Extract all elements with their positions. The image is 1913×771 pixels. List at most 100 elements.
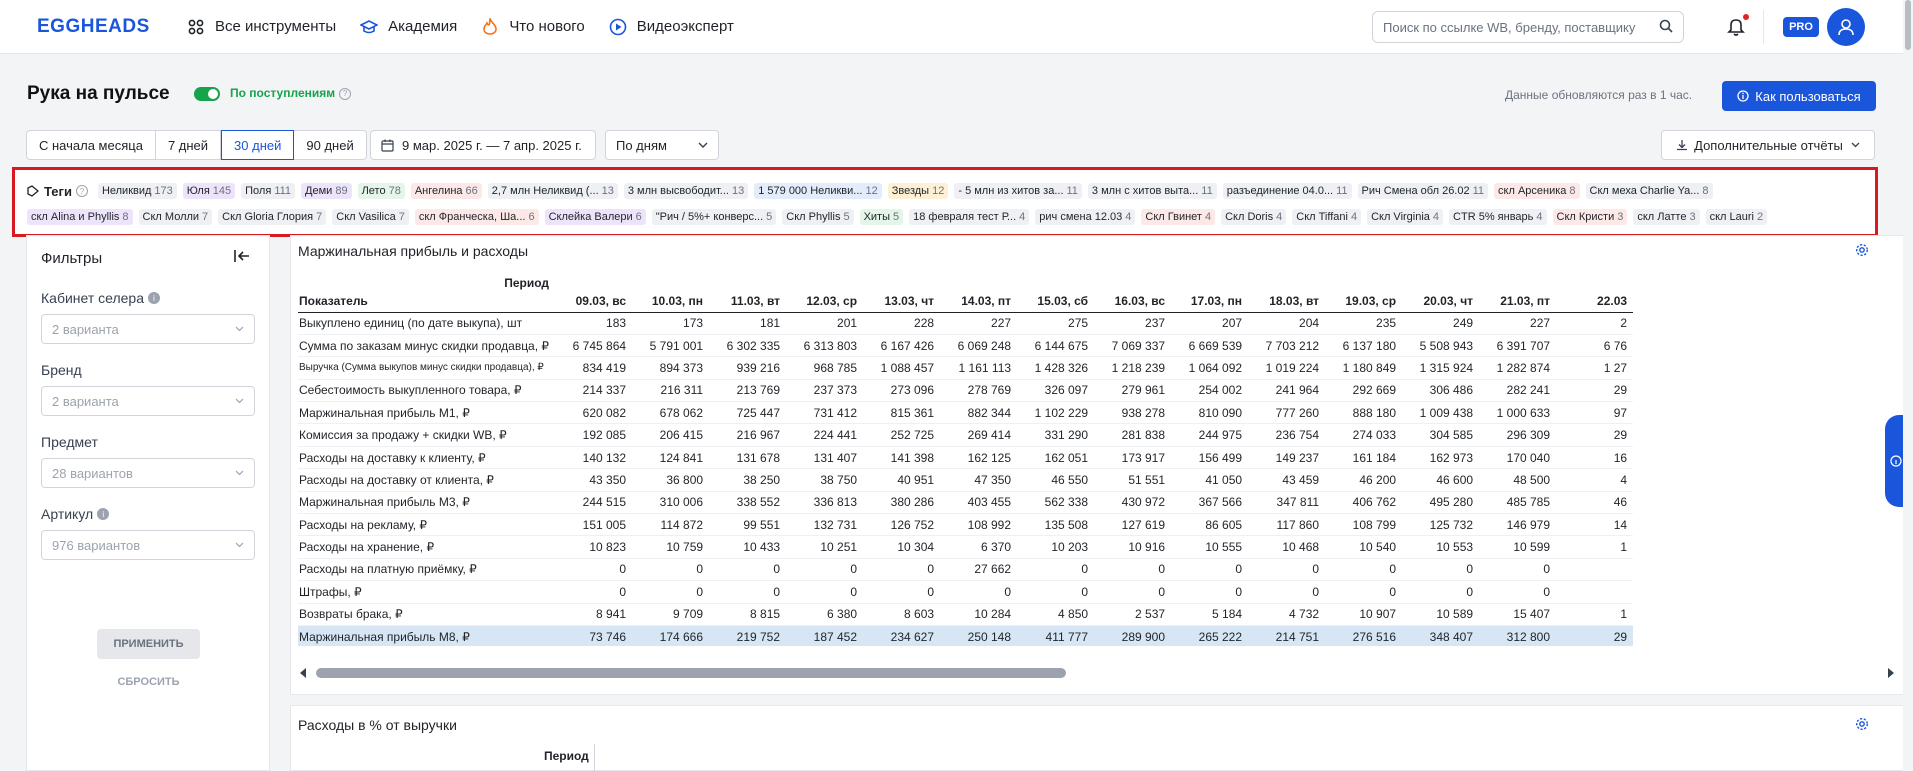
date-column-header[interactable]: 22.03 <box>1556 290 1634 313</box>
date-column-header[interactable]: 20.03, чт <box>1402 290 1480 313</box>
nav-video-expert[interactable]: Видеоэксперт <box>609 18 734 36</box>
date-column-header[interactable]: 10.03, пн <box>632 290 710 313</box>
tag-chip[interactable]: скл Alina и Phyllis 8 <box>27 209 133 225</box>
date-column-header[interactable]: 18.03, вт <box>1248 290 1326 313</box>
tag-chip[interactable]: Скл Doris 4 <box>1221 209 1287 225</box>
tag-chip[interactable]: Скл Virginia 4 <box>1367 209 1444 225</box>
tag-chip[interactable]: Звезды 12 <box>887 183 949 199</box>
period-month-start[interactable]: С начала месяца <box>27 131 156 159</box>
bell-icon[interactable] <box>1725 15 1747 37</box>
tag-name: Хиты <box>863 211 890 223</box>
date-column-header[interactable]: 13.03, чт <box>863 290 941 313</box>
tag-chip[interactable]: 1 579 000 Неликви... 12 <box>754 183 882 199</box>
filter-select-article[interactable]: 976 вариантов <box>41 530 255 560</box>
search-box[interactable] <box>1372 11 1684 43</box>
scroll-right-icon <box>1888 668 1894 678</box>
collapse-icon[interactable] <box>233 248 253 268</box>
date-range-picker[interactable]: 9 мар. 2025 г. — 7 апр. 2025 г. <box>370 130 596 160</box>
period-7-days[interactable]: 7 дней <box>156 131 222 159</box>
vertical-scroll-thumb[interactable] <box>1905 0 1911 50</box>
tag-chip[interactable]: скл Франческа, Ша... 6 <box>414 209 539 225</box>
search-input[interactable] <box>1383 19 1659 35</box>
tag-chip[interactable]: 18 февраля тест Р... 4 <box>909 209 1030 225</box>
avatar[interactable] <box>1827 8 1865 46</box>
filter-label-cabinet: Кабинет селера i <box>41 290 160 306</box>
filter-select-brand[interactable]: 2 варианта <box>41 386 255 416</box>
date-column-header[interactable]: 21.03, пт <box>1479 290 1557 313</box>
table-cell: 235 <box>1325 312 1403 335</box>
period-90-days[interactable]: 90 дней <box>306 137 354 153</box>
tag-chip[interactable]: Поля 111 <box>241 183 296 199</box>
tag-chip[interactable]: 3 млн с хитов выта... 11 <box>1087 183 1217 199</box>
nav-whats-new[interactable]: Что нового <box>481 18 585 36</box>
period-spacer <box>1248 268 1325 290</box>
tag-chip[interactable]: Деми 89 <box>301 183 352 199</box>
tag-chip[interactable]: скл Арсеника 8 <box>1494 183 1580 199</box>
tag-chip[interactable]: "Рич / 5%+ конверс... 5 <box>651 209 777 225</box>
scroll-thumb[interactable] <box>316 668 1066 678</box>
receipts-toggle[interactable] <box>194 87 220 101</box>
date-column-header[interactable]: 15.03, сб <box>1017 290 1095 313</box>
tag-chip[interactable]: Скл Gloria Глория 7 <box>218 209 327 225</box>
period-30-days[interactable]: 30 дней <box>221 130 295 160</box>
info-icon[interactable]: i <box>97 508 110 520</box>
help-icon[interactable]: ? <box>339 87 352 100</box>
additional-reports-button[interactable]: Дополнительные отчёты <box>1661 130 1875 160</box>
how-to-button[interactable]: Как пользоваться <box>1722 81 1876 111</box>
date-column-header[interactable]: 12.03, ср <box>786 290 864 313</box>
tag-chip[interactable]: Склейка Валери 6 <box>544 209 646 225</box>
table-cell: 108 992 <box>940 513 1018 537</box>
search-icon[interactable] <box>1659 19 1673 36</box>
tag-chip[interactable]: рич смена 12.03 4 <box>1035 209 1136 225</box>
table-cell: 237 <box>1094 312 1172 335</box>
table-cell: 1 428 326 <box>1017 356 1095 380</box>
date-column-header[interactable]: 16.03, вс <box>1094 290 1172 313</box>
tag-chip[interactable]: Скл меха Charlie Ya... 8 <box>1585 183 1713 199</box>
filter-select-cabinet[interactable]: 2 варианта <box>41 314 255 344</box>
nav-all-tools[interactable]: Все инструменты <box>187 18 336 36</box>
tag-chip[interactable]: - 5 млн из хитов за... 11 <box>954 183 1082 199</box>
filter-label-text: Предмет <box>41 434 98 450</box>
date-column-header[interactable]: 09.03, вс <box>555 290 633 313</box>
tag-chip[interactable]: скл Lauri 2 <box>1705 209 1768 225</box>
nav-academy[interactable]: Академия <box>360 18 457 36</box>
tag-chip[interactable]: Лето 78 <box>357 183 405 199</box>
table-cell: 348 407 <box>1402 625 1480 646</box>
gear-icon[interactable] <box>1855 243 1869 257</box>
tag-chip[interactable]: Юля 145 <box>182 183 236 199</box>
tag-chip[interactable]: Скл Гвинет 4 <box>1141 209 1216 225</box>
tag-chip[interactable]: Хиты 5 <box>859 209 904 225</box>
help-icon[interactable]: ? <box>75 185 88 197</box>
tag-chip[interactable]: Скл Phyllis 5 <box>782 209 854 225</box>
tag-chip[interactable]: CTR 5% январь 4 <box>1449 209 1547 225</box>
date-column-header[interactable]: 11.03, вт <box>709 290 787 313</box>
tag-chip[interactable]: скл Латте 3 <box>1633 209 1700 225</box>
tag-chip[interactable]: Неликвид 173 <box>97 183 177 199</box>
tag-chip[interactable]: Скл Молли 7 <box>138 209 213 225</box>
info-icon[interactable]: i <box>147 292 160 304</box>
period-spacer <box>632 268 709 290</box>
table-cell: 273 096 <box>863 379 941 403</box>
tag-chip[interactable]: 2,7 млн Неликвид (... 13 <box>487 183 618 199</box>
tag-chip[interactable]: Скл Tiffani 4 <box>1292 209 1362 225</box>
tag-chip[interactable]: 3 млн высвободит... 13 <box>623 183 749 199</box>
pro-badge[interactable]: PRO <box>1783 17 1819 37</box>
group-by-select[interactable]: По дням <box>605 130 719 160</box>
apply-button[interactable]: ПРИМЕНИТЬ <box>97 629 200 659</box>
vertical-scrollbar[interactable] <box>1903 0 1913 771</box>
tag-chip[interactable]: Скл Vasilica 7 <box>332 209 409 225</box>
tag-chip[interactable]: разъединение 04.0... 11 <box>1222 183 1352 199</box>
filter-select-subject[interactable]: 28 вариантов <box>41 458 255 488</box>
logo[interactable]: EGGHEADS <box>37 15 150 37</box>
tags-row: Теги ? Неликвид 173 Юля 145 Поля 111 Деми 89 Лет… <box>27 178 1863 204</box>
date-column-header[interactable]: 14.03, пт <box>940 290 1018 313</box>
reset-button[interactable]: СБРОСИТЬ <box>117 676 180 688</box>
horizontal-scrollbar[interactable] <box>298 666 1903 680</box>
tag-chip[interactable]: Скл Кристи 3 <box>1552 209 1628 225</box>
tag-chip[interactable]: Рич Смена обл 26.02 11 <box>1357 183 1489 199</box>
tag-chip[interactable]: Ангелина 66 <box>410 183 482 199</box>
date-column-header[interactable]: 17.03, пн <box>1171 290 1249 313</box>
date-column-header[interactable]: 19.03, ср <box>1325 290 1403 313</box>
gear-icon[interactable] <box>1855 717 1869 731</box>
table-scroll-area[interactable]: Период Показатель 09.03, вс 10.03, пн 11.0… <box>298 268 1913 646</box>
